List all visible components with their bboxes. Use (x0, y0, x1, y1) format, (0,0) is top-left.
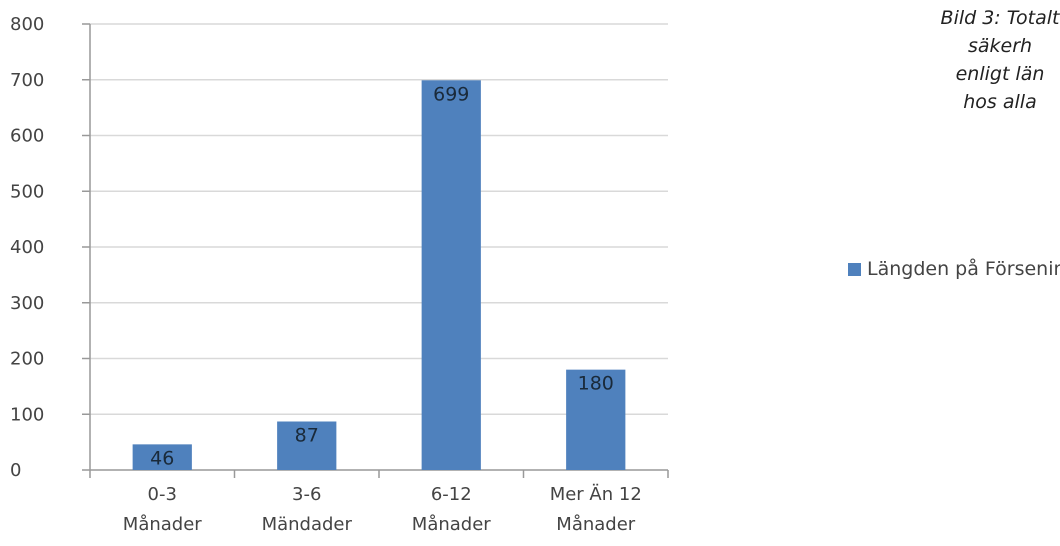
legend-swatch (848, 262, 861, 276)
y-tick-label: 500 (10, 181, 44, 202)
y-tick-label: 400 (10, 237, 44, 258)
y-tick-label: 800 (10, 14, 44, 35)
x-category-label: 0-3 (148, 484, 177, 505)
y-tick-label: 100 (10, 404, 44, 425)
data-label: 699 (433, 83, 469, 105)
bar (421, 80, 481, 471)
bar-chart: 0 100 200 300 400 500 600 700 800 46 87 699 180 0-3… (10, 14, 669, 535)
legend-label: Längden på Förseningen (867, 258, 1060, 280)
x-category-label: Mer Än 12 (550, 484, 642, 505)
figure-caption: Bild 3: Totalt säkerh enligt län hos all… (880, 4, 1060, 116)
bar (277, 421, 337, 470)
caption-line-2: säkerh (967, 35, 1033, 57)
y-axis-tick-labels: 0 100 200 300 400 500 600 700 800 (10, 14, 44, 481)
x-category-label: Månader (412, 514, 491, 535)
x-category-label: 6-12 (431, 484, 472, 505)
y-tick-label: 0 (10, 460, 21, 481)
y-tick-label: 700 (10, 70, 44, 91)
data-label: 46 (150, 447, 174, 469)
caption-line-1: Bild 3: Totalt (940, 7, 1060, 29)
gridlines (90, 23, 668, 415)
bar (566, 369, 626, 470)
caption-line-3: enligt län (955, 63, 1045, 85)
x-category-label: 3-6 (292, 484, 321, 505)
caption-line-4: hos alla (963, 91, 1037, 113)
x-axis-category-labels: 0-3 Månader 3-6 Mändader 6-12 Månader Mer Än 1… (123, 484, 642, 535)
legend: Längden på Förseningen (848, 258, 1060, 280)
bar (132, 444, 192, 470)
data-label: 87 (295, 424, 319, 446)
y-tick-label: 600 (10, 126, 44, 147)
data-labels: 46 87 699 180 (150, 83, 614, 469)
data-label: 180 (578, 373, 614, 395)
y-tick-label: 300 (10, 293, 44, 314)
x-category-label: Månader (123, 514, 202, 535)
x-category-label: Månader (556, 514, 635, 535)
y-tick-label: 200 (10, 349, 44, 370)
x-category-label: Mändader (262, 514, 353, 535)
bars (132, 80, 626, 471)
